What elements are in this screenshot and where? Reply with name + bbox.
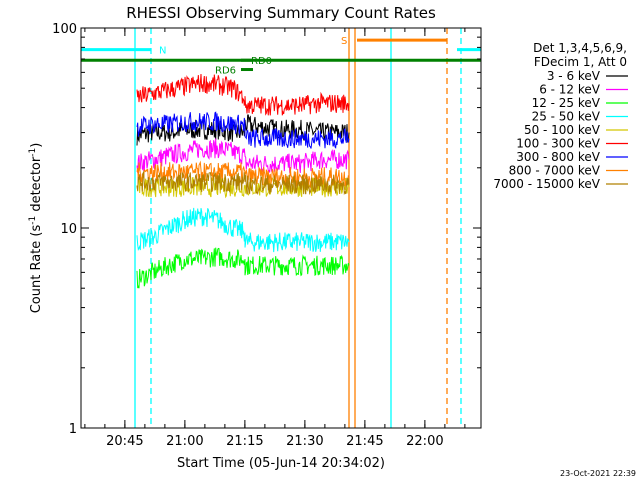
legend-label: 800 - 7000 keV	[509, 164, 601, 178]
flag-bars: N S RD6 RD0	[81, 36, 481, 77]
series-line	[136, 73, 350, 116]
legend-label: 6 - 12 keV	[539, 83, 601, 97]
x-tick-label: 21:45	[346, 434, 383, 449]
x-tick-label: 21:00	[166, 434, 203, 449]
flag-label: N	[159, 46, 166, 57]
series-line	[136, 169, 350, 196]
plot-frame	[80, 27, 482, 429]
legend-label: 100 - 300 keV	[516, 137, 600, 151]
legend-label: 25 - 50 keV	[532, 110, 601, 124]
y-axis: 1 10 100	[52, 22, 481, 437]
timestamp: 23-Oct-2021 22:39	[560, 469, 636, 478]
flag-label: RD0	[251, 56, 272, 67]
legend-label: 300 - 800 keV	[516, 150, 600, 164]
x-tick-label: 21:15	[226, 434, 263, 449]
series-line	[136, 247, 350, 289]
series-lines	[136, 73, 350, 289]
flag-label: S	[341, 36, 347, 47]
series-line	[136, 160, 350, 189]
x-axis-label: Start Time (05-Jun-14 20:34:02)	[177, 456, 385, 471]
legend-header-line: FDecim 1, Att 0	[534, 55, 627, 69]
legend-label: 7000 - 15000 keV	[493, 177, 600, 191]
legend-label: 3 - 6 keV	[547, 69, 601, 83]
legend-label: 12 - 25 keV	[532, 96, 601, 110]
x-axis: 20:45 21:00 21:15 21:30 21:45 22:00	[84, 28, 466, 449]
flag-label: RD6	[215, 66, 236, 77]
y-tick-label: 100	[52, 22, 77, 37]
series-line	[136, 111, 350, 149]
x-tick-label: 20:45	[106, 434, 143, 449]
legend: Det 1,3,4,5,6,9, FDecim 1, Att 0 3 - 6 k…	[493, 41, 628, 191]
series-line	[136, 138, 350, 174]
y-axis-label: Count Rate (s-1 detector-1)	[28, 143, 44, 314]
chart-title: RHESSI Observing Summary Count Rates	[126, 4, 436, 22]
plot-area: N S RD6 RD0	[81, 28, 481, 428]
vertical-markers	[134, 28, 462, 428]
series-line	[136, 207, 350, 253]
y-tick-label: 1	[69, 422, 77, 437]
x-tick-label: 22:00	[406, 434, 443, 449]
x-tick-label: 21:30	[286, 434, 323, 449]
y-tick-label: 10	[60, 222, 77, 237]
legend-label: 50 - 100 keV	[524, 123, 601, 137]
legend-header-line: Det 1,3,4,5,6,9,	[533, 41, 627, 55]
